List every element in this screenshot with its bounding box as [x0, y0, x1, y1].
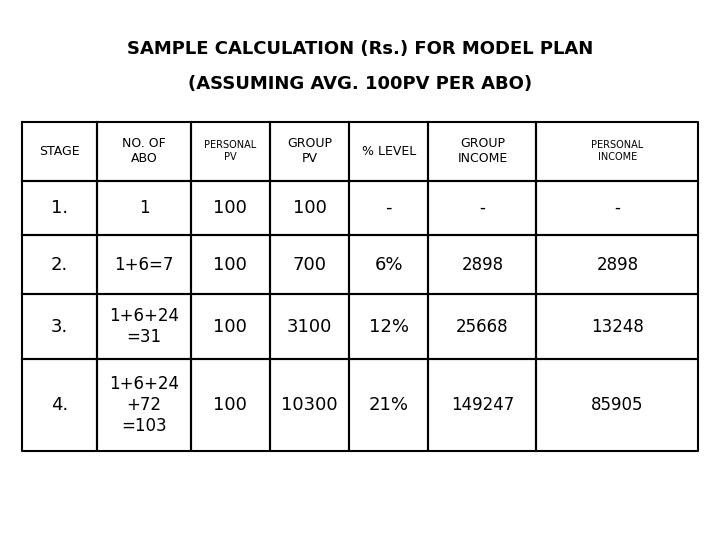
Text: 1: 1: [139, 199, 149, 217]
Text: -: -: [480, 199, 485, 217]
Text: 149247: 149247: [451, 396, 514, 414]
Text: 1+6=7: 1+6=7: [114, 255, 174, 274]
Text: PERSONAL
INCOME: PERSONAL INCOME: [591, 140, 644, 162]
Text: 100: 100: [213, 396, 248, 414]
Text: 100: 100: [213, 199, 248, 217]
Text: 21%: 21%: [369, 396, 409, 414]
Text: 100: 100: [213, 255, 248, 274]
Text: 85905: 85905: [591, 396, 644, 414]
Text: 12%: 12%: [369, 318, 409, 336]
Text: SAMPLE CALCULATION (Rs.) FOR MODEL PLAN: SAMPLE CALCULATION (Rs.) FOR MODEL PLAN: [127, 39, 593, 58]
Text: -: -: [385, 199, 392, 217]
Text: 1+6+24
=31: 1+6+24 =31: [109, 307, 179, 346]
Text: 2.: 2.: [51, 255, 68, 274]
Text: 6%: 6%: [374, 255, 403, 274]
Text: 2898: 2898: [596, 255, 639, 274]
Text: 700: 700: [292, 255, 327, 274]
Text: 3100: 3100: [287, 318, 333, 336]
Text: 100: 100: [213, 318, 248, 336]
Text: 25668: 25668: [456, 318, 509, 336]
Text: 13248: 13248: [591, 318, 644, 336]
Text: % LEVEL: % LEVEL: [361, 145, 416, 158]
Text: 1+6+24
+72
=103: 1+6+24 +72 =103: [109, 375, 179, 435]
Text: 3.: 3.: [51, 318, 68, 336]
Text: 4.: 4.: [51, 396, 68, 414]
Text: 2898: 2898: [462, 255, 503, 274]
Text: (ASSUMING AVG. 100PV PER ABO): (ASSUMING AVG. 100PV PER ABO): [188, 75, 532, 93]
Text: 100: 100: [292, 199, 327, 217]
Text: GROUP
PV: GROUP PV: [287, 137, 332, 165]
Text: PERSONAL
PV: PERSONAL PV: [204, 140, 256, 162]
Text: 1.: 1.: [51, 199, 68, 217]
Text: STAGE: STAGE: [39, 145, 80, 158]
Text: GROUP
INCOME: GROUP INCOME: [457, 137, 508, 165]
Text: NO. OF
ABO: NO. OF ABO: [122, 137, 166, 165]
Text: -: -: [614, 199, 621, 217]
Text: 10300: 10300: [282, 396, 338, 414]
